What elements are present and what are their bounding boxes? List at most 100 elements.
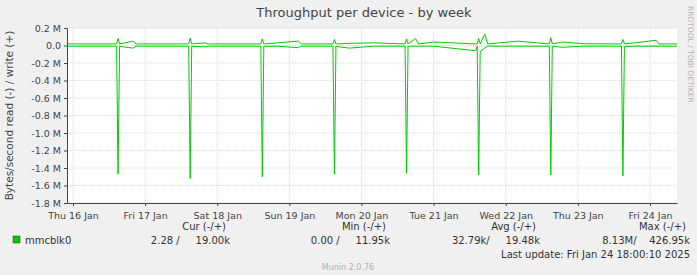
tick: -1.4 M [31,163,67,174]
tick-label: Tue 21 Jan [409,210,459,221]
chart: Throughput per device - by week Bytes/sec… [0,0,697,275]
tick-label: -0.4 M [31,75,61,86]
grid-line-x [649,28,650,203]
legend-entry: mmcblk0 [25,235,71,246]
tick: -1.8 M [31,198,67,209]
legend: Cur (-/+) Min (-/+) Avg (-/+) Max (-/+) mmcb… [13,221,690,260]
tick-label: 0.2 M [35,23,61,34]
tick-mark [578,203,579,206]
tick: -0.4 M [31,75,67,86]
tick-mark [64,168,67,169]
tick: Fri 17 Jan [124,203,168,221]
grid-line-x [361,28,362,203]
tick-mark [64,186,67,187]
x-axis: Thu 16 Jan Fri 17 Jan Sat 18 Jan Sun 19 Jan… [47,203,677,221]
tick-label: Sat 18 Jan [194,210,242,221]
tick-label: 0.0 [46,40,61,51]
plot-area [67,28,677,203]
axis-line [67,29,68,204]
tick-label: Mon 20 Jan [336,210,389,221]
grid-line-x [217,28,218,203]
tick-mark [361,203,362,206]
tick-label: Fri 24 Jan [628,210,672,221]
tick: -0.8 M [31,110,67,121]
tick-mark [64,203,67,204]
background [0,0,697,275]
axis-line [68,203,678,204]
tick-mark [650,203,651,206]
tick: 0.2 M [35,23,67,34]
tick-label: -0.6 M [31,93,61,104]
grid-line-y [67,80,677,81]
tick-mark [64,81,67,82]
tick: Sun 19 Jan [264,203,315,221]
tick-mark [64,133,67,134]
tick-mark [64,116,67,117]
legend-stat: 8.13M/ 426.95k [602,235,690,246]
tick-mark [145,203,146,206]
grid-line-y [67,28,677,29]
legend-header: Avg (-/+) [491,221,536,232]
tick: Tue 21 Jan [409,203,459,221]
credit: Munin 2.0.76 [322,263,374,272]
tick-label: Wed 22 Jan [479,210,532,221]
series-line [67,34,677,44]
watermark: RRDTOOL / TOBI OETIKER [686,6,695,103]
grid-line-x [433,28,434,203]
tick-label: -1.6 M [31,180,61,191]
tick: -0.2 M [31,58,67,69]
tick-mark [64,63,67,64]
tick-mark [64,46,67,47]
grid-line-y [67,98,677,99]
grid-line-x [289,28,290,203]
tick-label: Fri 17 Jan [124,210,168,221]
legend-stat: 32.79k/ 19.48k [452,235,540,246]
grid-line-y [67,115,677,116]
legend-stat: 0.00 / 11.95k [311,235,390,246]
legend-header: Cur (-/+) [182,221,226,232]
tick-label: -1.2 M [31,145,61,156]
series-line [67,46,677,178]
tick-label: Sun 19 Jan [264,210,315,221]
grid-line-y [67,133,677,134]
tick-mark [289,203,290,206]
grid-line-x [505,28,506,203]
tick: -0.6 M [31,93,67,104]
legend-header: Max (-/+) [639,221,686,232]
tick: Thu 23 Jan [552,203,604,221]
tick-label: -0.2 M [31,58,61,69]
series-group [67,34,677,178]
tick: Mon 20 Jan [336,203,389,221]
grid-line-x [73,28,74,203]
tick: 0.0 [46,40,67,51]
grid-line-x [145,28,146,203]
title: Throughput per device - by week [255,5,472,20]
tick-label: -1.8 M [31,198,61,209]
tick: -1.0 M [31,128,67,139]
tick: -1.2 M [31,145,67,156]
tick-mark [64,98,67,99]
tick-label: Thu 23 Jan [552,210,604,221]
last-update: Last update: Fri Jan 24 18:00:10 2025 [501,249,690,260]
grid [67,28,677,203]
grid-line-y [67,203,677,204]
y-axis-label: Bytes/second read (-) / write (+) [3,31,15,201]
legend-stat: 2.28 / 19.00k [151,235,230,246]
tick-label: -0.8 M [31,110,61,121]
tick-label: Thu 16 Jan [47,210,99,221]
legend-header: Min (-/+) [342,221,386,232]
tick-mark [217,203,218,206]
y-axis: 0.2 M 0.0 -0.2 M -0.4 M -0.6 M -0.8 M -1.0 M -1… [31,23,67,209]
tick-mark [73,203,74,206]
tick: Sat 18 Jan [194,203,242,221]
grid-line-x [577,28,578,203]
grid-line-y [67,168,677,169]
tick: -1.6 M [31,180,67,191]
grid-line-y [67,150,677,151]
tick-label: -1.4 M [31,163,61,174]
tick-mark [64,28,67,29]
tick-mark [434,203,435,206]
tick-mark [64,151,67,152]
legend-swatch [13,236,20,243]
tick: Thu 16 Jan [47,203,99,221]
